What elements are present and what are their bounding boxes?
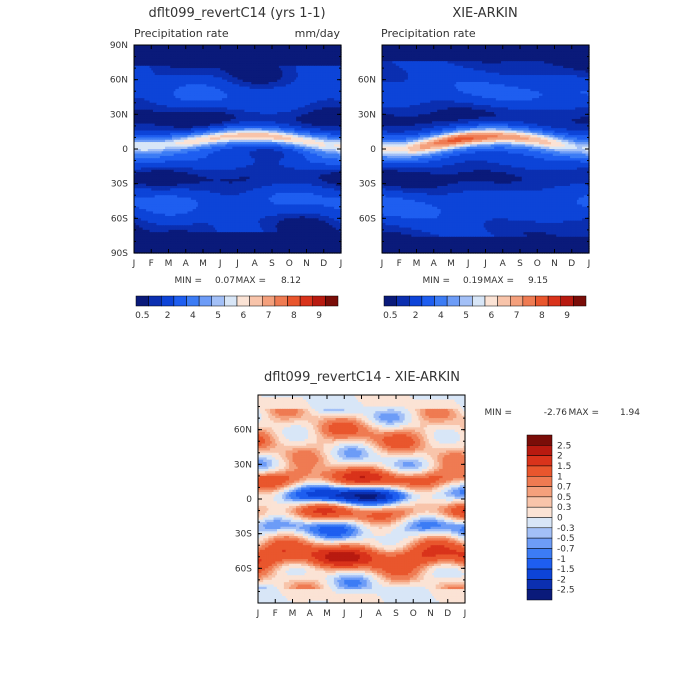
panel-subtitle-left: Precipitation rate: [134, 27, 229, 40]
panel-title: dflt099_revertC14 (yrs 1-1): [148, 6, 325, 21]
heatmap-plot: [134, 45, 342, 254]
panel-subtitle-units: mm/day: [295, 27, 341, 40]
figure: dflt099_revertC14 (yrs 1-1) Precipitatio…: [0, 0, 700, 700]
panel-model-precip: dflt099_revertC14 (yrs 1-1) Precipitatio…: [110, 6, 343, 321]
